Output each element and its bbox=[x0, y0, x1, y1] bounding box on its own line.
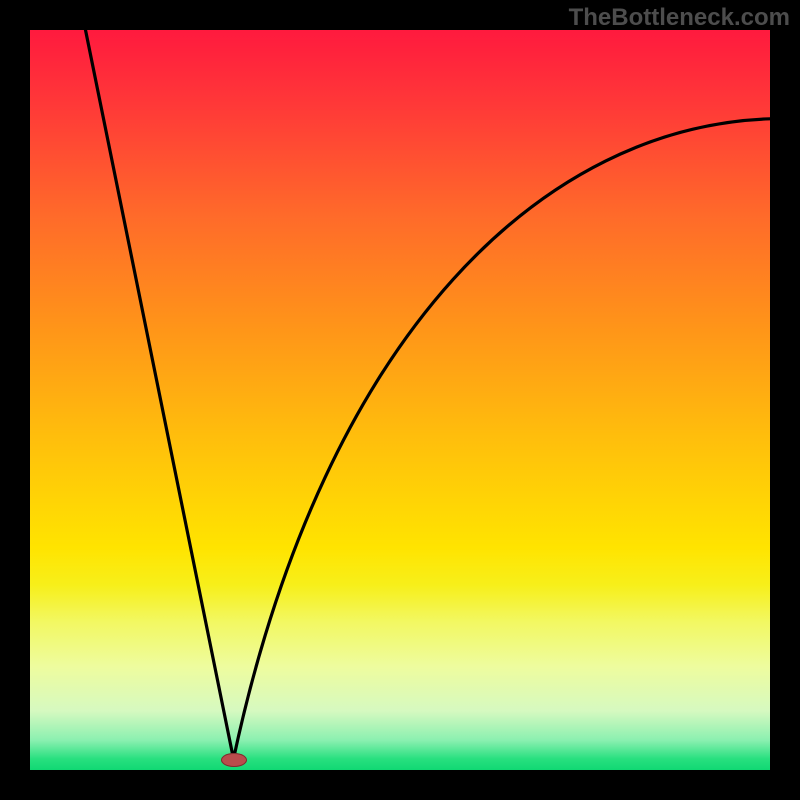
plot-area bbox=[30, 30, 770, 770]
optimal-point-marker bbox=[221, 753, 247, 767]
chart-frame bbox=[0, 0, 800, 800]
bottleneck-curve bbox=[30, 30, 770, 770]
watermark-text: TheBottleneck.com bbox=[569, 4, 790, 32]
